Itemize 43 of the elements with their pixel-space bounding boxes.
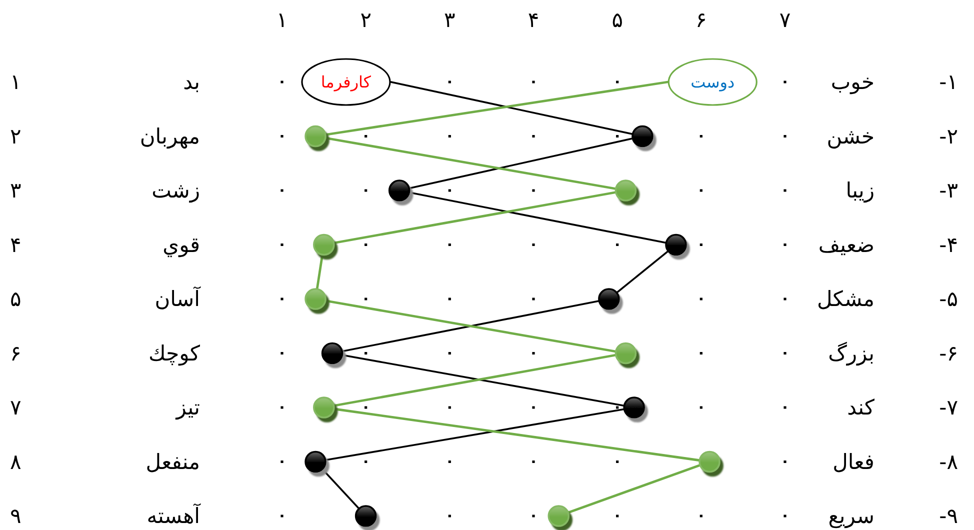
y-tick-label: ۶- بزرگ [828, 341, 958, 366]
point [598, 288, 620, 310]
x-tick-label: ۴ [528, 8, 540, 32]
y2-tick-label: منفعل ۸ [10, 450, 200, 474]
point [354, 505, 377, 527]
point [665, 234, 687, 256]
point [632, 125, 654, 148]
x-tick-label: ۷ [779, 8, 791, 32]
point [321, 342, 344, 364]
x-tick-label: ۶ [696, 8, 707, 32]
y2-tick-label: آسان ۵ [10, 286, 202, 311]
point [388, 180, 410, 202]
point [614, 180, 637, 202]
x-tick-label: ۵ [612, 8, 623, 32]
point [304, 125, 326, 148]
y-tick-label: ۹- سریع [828, 504, 958, 529]
point [698, 450, 720, 473]
y2-tick-label: آهسته ۹ [10, 503, 202, 528]
point [548, 505, 570, 527]
point [614, 342, 637, 364]
y-tick-label: ۳- زیبا [846, 178, 958, 204]
y-tick-label: ۴- ضعیف [818, 232, 958, 257]
x-tick-label: ۳ [444, 8, 456, 32]
series-label: دوست [690, 72, 735, 92]
point [304, 288, 326, 310]
y-tick-label: ۲- خشن [826, 124, 958, 150]
point [313, 396, 335, 418]
y2-tick-label: بد ۱ [10, 70, 200, 94]
y-tick-label: ۸- فعال [832, 450, 958, 474]
y2-tick-label: زشت ۳ [10, 178, 200, 204]
point [623, 396, 645, 418]
y2-tick-label: مهربان ۲ [10, 124, 200, 150]
x-tick-label: ۱ [276, 8, 288, 32]
point [313, 234, 335, 256]
point [304, 450, 326, 473]
y2-tick-label: تیز ۷ [10, 396, 200, 420]
y-tick-label: ۱- خوب [830, 70, 958, 95]
series-label: کارفرما [320, 72, 372, 92]
y2-tick-label: كوچك ۶ [10, 341, 200, 366]
y2-tick-label: قوي ۴ [10, 232, 200, 258]
y-tick-label: ۵- مشکل [816, 287, 958, 311]
y-tick-label: ۷- کند [847, 396, 958, 420]
x-tick-label: ۲ [360, 8, 372, 32]
